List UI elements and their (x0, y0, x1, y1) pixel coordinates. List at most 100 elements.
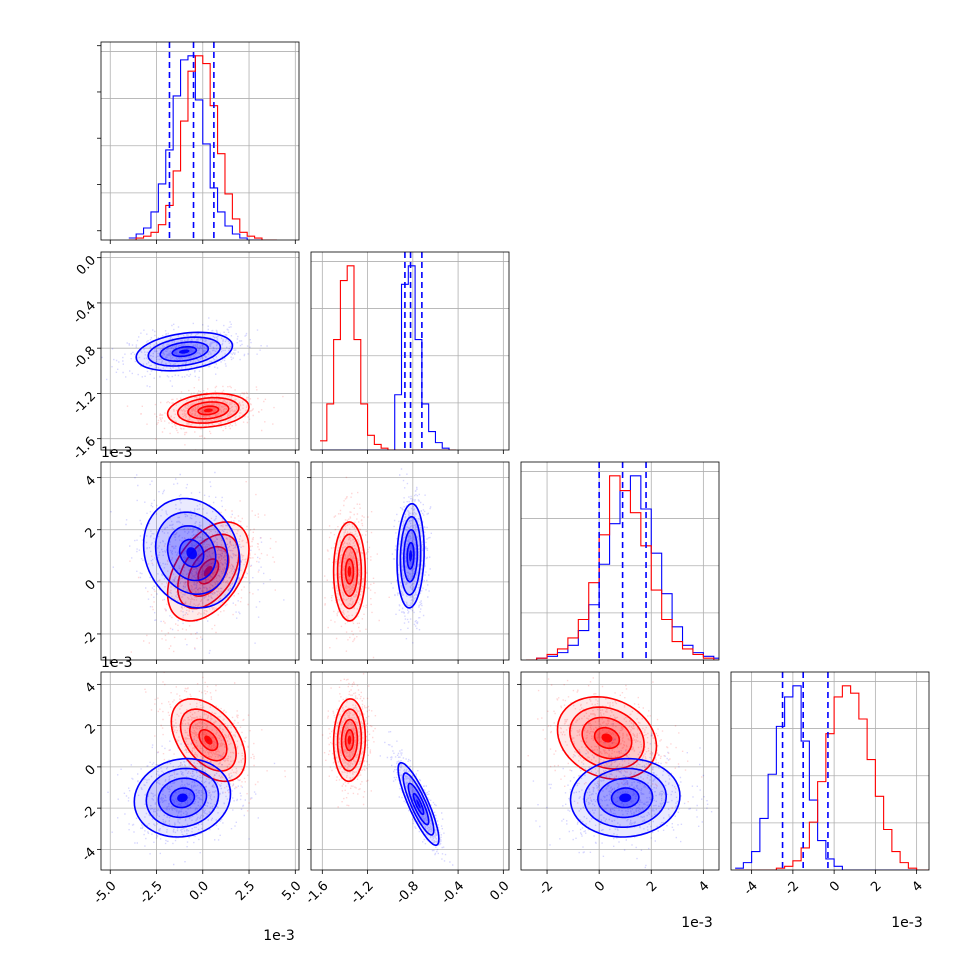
x-tick-label: -4 (741, 879, 761, 899)
contour-red (187, 401, 230, 420)
density-peak-blue (619, 793, 632, 803)
density-peak-red (204, 735, 213, 745)
y-tick-label: -4 (79, 845, 99, 865)
contour-red (166, 521, 250, 622)
contour-blue (397, 761, 440, 847)
x-tick-label: -1.2 (348, 879, 377, 908)
contour-blue (610, 787, 640, 809)
x-tick-label: 4 (696, 879, 712, 895)
contour-blue (154, 511, 229, 596)
density-peak-red (601, 733, 613, 743)
y-tick-label: 0 (83, 577, 99, 593)
contour-red (166, 392, 250, 429)
contour-red (197, 558, 220, 585)
scatter-panel-1-3-bg (311, 672, 509, 870)
axis-scale-label: 1e-3 (891, 915, 922, 931)
axis-scale-label: 1e-3 (101, 655, 132, 671)
scatter-panel-2-3-border (520, 671, 720, 871)
y-tick-label: -2 (79, 629, 99, 649)
density-peak-blue (177, 793, 188, 803)
contour-blue (583, 767, 668, 829)
scatter-panel-1-3-border (310, 671, 510, 871)
scatter-panel-0-3-border (100, 671, 300, 871)
histogram-blue (735, 685, 929, 870)
scatter-panel-0-3 (101, 672, 299, 870)
contour-red (188, 718, 228, 762)
y-tick-label: -1.6 (70, 434, 99, 463)
x-tick-label: 5.0 (279, 879, 304, 904)
contour-red (581, 716, 633, 760)
scatter-panel-1-2 (311, 462, 509, 660)
contour-red (198, 728, 219, 752)
contour-red (332, 521, 367, 622)
x-tick-label: -5.0 (91, 879, 120, 908)
histogram-red (526, 475, 719, 660)
contour-blue (178, 538, 205, 568)
x-tick-label: -2 (537, 879, 557, 899)
contour-red (197, 405, 220, 416)
contour-red (336, 708, 363, 772)
contour-blue (135, 331, 234, 372)
contour-red (568, 706, 645, 770)
axis-scale-label: 1e-3 (263, 928, 294, 944)
density-peak-blue (186, 547, 197, 560)
scatter-panel-0-2 (101, 462, 299, 660)
contour-red (344, 728, 355, 752)
y-tick-label: 0.0 (74, 253, 99, 278)
contour-blue (145, 767, 220, 829)
scatter-panel-2-3 (521, 672, 719, 870)
x-tick-label: 0 (827, 879, 843, 895)
histogram-blue (128, 55, 277, 240)
scatter-panel-0-2-bg (101, 462, 299, 660)
contour-red (176, 396, 240, 424)
histogram-red (735, 685, 929, 870)
x-tick-label: -1.6 (303, 879, 332, 908)
scatter-panel-0-1-border (100, 251, 300, 451)
contour-red (593, 726, 621, 750)
diag-panel-0-bg (101, 42, 299, 240)
contour-blue (402, 528, 419, 583)
diag-panel-3 (731, 672, 929, 870)
y-tick-label: -1.2 (70, 389, 99, 418)
contour-blue (166, 525, 217, 582)
density-peak-blue (416, 799, 421, 809)
contour-red (332, 698, 367, 783)
contour-blue (402, 772, 435, 836)
contour-blue (133, 757, 232, 838)
scatter-panel-0-2-border (100, 461, 300, 661)
y-tick-label: -0.8 (70, 344, 99, 373)
contour-red (340, 545, 359, 598)
contour-blue (406, 541, 415, 570)
scatter-panel-1-3 (311, 672, 509, 870)
density-peak-red (203, 408, 213, 413)
x-tick-label: -2.5 (137, 879, 166, 908)
contour-blue (569, 757, 681, 838)
x-tick-label: 2 (644, 879, 660, 895)
x-tick-label: -0.8 (394, 879, 423, 908)
density-peak-blue (179, 349, 190, 354)
histogram-blue (526, 475, 719, 660)
diag-panel-0 (101, 42, 299, 240)
density-peak-red (347, 735, 352, 745)
y-tick-label: 2 (83, 525, 99, 541)
y-tick-label: -0.4 (70, 298, 99, 327)
contour-blue (407, 782, 430, 826)
contour-blue (169, 787, 196, 809)
x-tick-label: 2 (868, 879, 884, 895)
diag-panel-2 (521, 462, 719, 660)
axis-scale-label: 1e-3 (101, 445, 132, 461)
scatter-panel-0-1-bg (101, 252, 299, 450)
contour-blue (157, 777, 208, 819)
x-tick-label: 4 (909, 879, 925, 895)
x-tick-label: -2 (782, 879, 802, 899)
contour-blue (142, 497, 241, 609)
scatter-panel-0-1 (101, 252, 299, 450)
contour-blue (147, 336, 222, 367)
density-peak-blue (409, 550, 413, 562)
y-tick-label: 2 (83, 721, 99, 737)
contour-blue (159, 341, 210, 363)
diag-panel-2-border (520, 461, 720, 661)
scatter-panel-1-2-border (310, 461, 510, 661)
diag-panel-1 (311, 252, 509, 450)
y-tick-label: 4 (83, 680, 99, 696)
